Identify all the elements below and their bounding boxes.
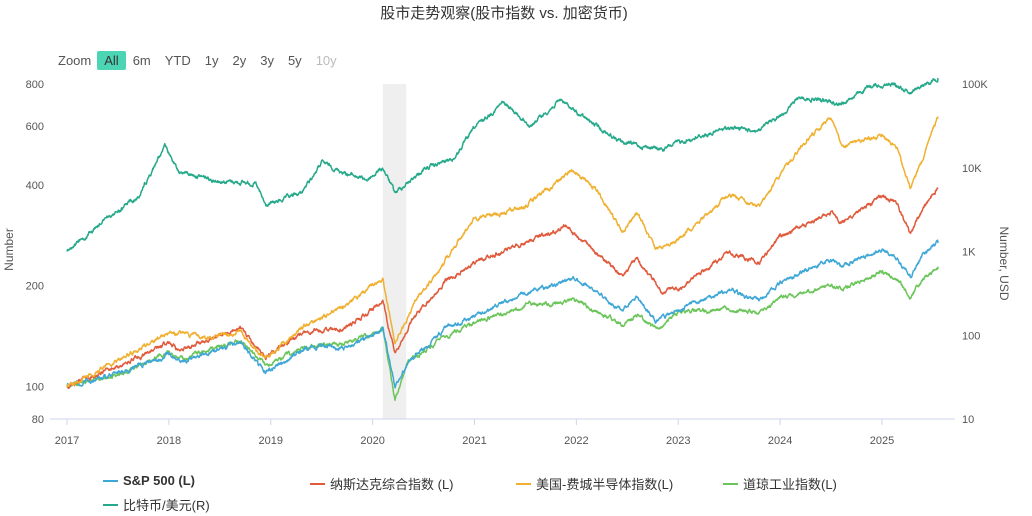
- left-tick-label: 200: [26, 281, 44, 293]
- left-tick-label: 400: [26, 180, 44, 192]
- zoom-button-all[interactable]: All: [97, 50, 126, 70]
- left-tick-label: 600: [26, 121, 44, 133]
- left-tick-label: 80: [32, 414, 44, 426]
- legend-item-sox[interactable]: 美国-费城半导体指数(L): [516, 474, 673, 493]
- right-tick-label: 10K: [962, 163, 982, 175]
- zoom-button-6m[interactable]: 6m: [132, 52, 151, 68]
- legend-swatch: [723, 482, 738, 485]
- zoom-label: Zoom: [58, 52, 92, 68]
- legend-item-bitcoin[interactable]: 比特币/美元(R): [103, 495, 210, 514]
- zoom-button-5y[interactable]: 5y: [287, 52, 302, 68]
- legend-swatch: [103, 479, 118, 482]
- series-line-0: [66, 239, 939, 389]
- zoom-button-10y: 10y: [315, 52, 337, 68]
- left-tick-label: 800: [26, 79, 44, 91]
- right-axis-title: Number, USD: [997, 226, 1011, 300]
- x-tick-label: 2017: [55, 435, 79, 447]
- legend-item-sp500[interactable]: S&P 500 (L): [103, 473, 195, 488]
- right-tick-label: 100: [962, 330, 980, 342]
- legend-item-nasdaq[interactable]: 纳斯达克综合指数 (L): [310, 474, 454, 493]
- series-line-2: [66, 116, 939, 388]
- x-tick-label: 2019: [259, 435, 283, 447]
- x-tick-label: 2018: [157, 435, 181, 447]
- right-tick-label: 10: [962, 414, 974, 426]
- right-tick-label: 100K: [962, 79, 988, 91]
- legend-swatch: [516, 482, 531, 485]
- legend-label: 比特币/美元(R): [123, 498, 210, 513]
- legend-label: 美国-费城半导体指数(L): [536, 477, 674, 492]
- shaded-band: [382, 84, 407, 419]
- zoom-button-1y[interactable]: 1y: [204, 52, 219, 68]
- x-tick-label: 2024: [768, 435, 792, 447]
- legend-label: S&P 500 (L): [123, 473, 196, 488]
- series-line-1: [66, 187, 939, 389]
- series-line-3: [66, 266, 939, 401]
- chart-title: 股市走势观察(股市指数 vs. 加密货币): [380, 5, 628, 22]
- x-tick-label: 2021: [462, 435, 486, 447]
- legend-label: 纳斯达克综合指数 (L): [330, 477, 454, 492]
- x-tick-label: 2022: [564, 435, 588, 447]
- zoom-button-ytd[interactable]: YTD: [164, 52, 191, 68]
- legend-item-dow[interactable]: 道琼工业指数(L): [723, 474, 837, 493]
- zoom-selector: Zoom All 6m YTD 1y 2y 3y 5y 10y: [58, 49, 344, 71]
- left-axis-title: Number: [2, 228, 16, 271]
- legend-swatch: [310, 482, 325, 485]
- legend-swatch: [103, 503, 118, 506]
- legend-label: 道琼工业指数(L): [743, 477, 837, 492]
- zoom-button-2y[interactable]: 2y: [232, 52, 247, 68]
- x-tick-label: 2020: [360, 435, 384, 447]
- right-tick-label: 1K: [962, 247, 976, 259]
- series-line-4: [66, 77, 939, 252]
- zoom-button-3y[interactable]: 3y: [260, 52, 274, 68]
- left-tick-label: 100: [26, 382, 44, 394]
- x-tick-label: 2023: [666, 435, 690, 447]
- x-tick-label: 2025: [870, 435, 894, 447]
